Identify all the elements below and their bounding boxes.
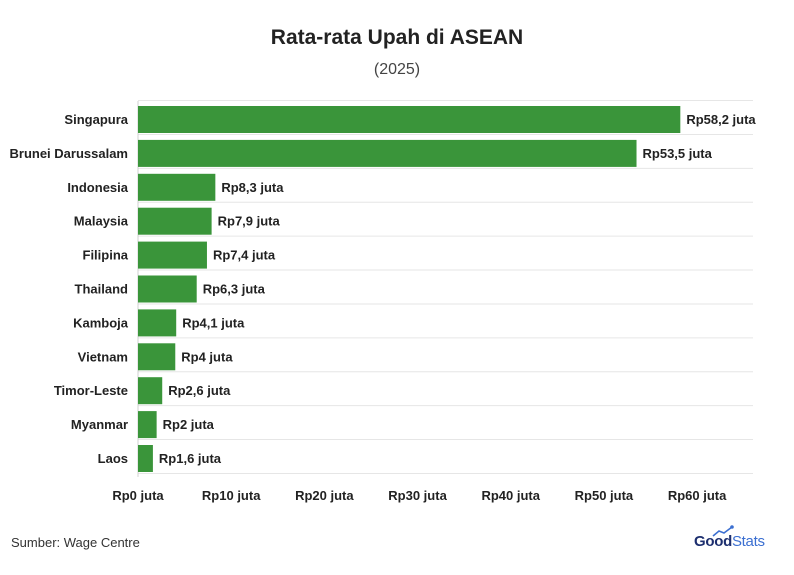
data-label: Rp2,6 juta bbox=[168, 383, 231, 398]
y-tick-label: Myanmar bbox=[71, 417, 128, 432]
data-label: Rp2 juta bbox=[163, 417, 215, 432]
bar-myanmar bbox=[138, 411, 157, 439]
y-tick-label: Thailand bbox=[75, 282, 129, 297]
data-label: Rp4 juta bbox=[181, 349, 233, 364]
bar-laos bbox=[138, 445, 153, 472]
y-tick-label: Singapura bbox=[64, 112, 128, 127]
y-tick-label: Brunei Darussalam bbox=[10, 146, 129, 161]
bar-chart: Singapura Rp58,2 juta Brunei Darussalam Rp5… bbox=[10, 100, 756, 503]
bar-brunei-darussalam bbox=[138, 139, 637, 167]
x-tick-label: Rp10 juta bbox=[202, 488, 261, 503]
x-tick-label: Rp60 juta bbox=[668, 488, 727, 503]
y-tick-label: Filipina bbox=[83, 248, 129, 263]
x-tick-label: Rp40 juta bbox=[481, 488, 540, 503]
bar-vietnam bbox=[138, 343, 176, 371]
logo-text-stats: Stats bbox=[731, 533, 765, 550]
bar-timor-leste bbox=[138, 377, 163, 405]
y-tick-label: Laos bbox=[98, 451, 128, 466]
data-label: Rp7,4 juta bbox=[213, 248, 276, 263]
goodstats-logo-icon bbox=[712, 525, 734, 537]
bar-malaysia bbox=[138, 207, 212, 235]
y-tick-label: Vietnam bbox=[78, 349, 128, 364]
x-tick-label: Rp50 juta bbox=[575, 488, 634, 503]
bar-thailand bbox=[138, 275, 197, 303]
chart-title: Rata-rata Upah di ASEAN bbox=[270, 26, 524, 49]
bar-singapura bbox=[138, 106, 681, 133]
data-label: Rp1,6 juta bbox=[159, 451, 222, 466]
data-label: Rp4,1 juta bbox=[182, 315, 245, 330]
x-tick-label: Rp30 juta bbox=[388, 488, 447, 503]
data-label: Rp7,9 juta bbox=[218, 214, 281, 229]
y-tick-label: Kamboja bbox=[73, 315, 129, 330]
bar-kamboja bbox=[138, 309, 177, 337]
data-label: Rp6,3 juta bbox=[203, 282, 266, 297]
bar-filipina bbox=[138, 241, 207, 269]
x-tick-label: Rp0 juta bbox=[112, 488, 164, 503]
bar-indonesia bbox=[138, 173, 216, 201]
logo-text-good: Good bbox=[694, 533, 732, 550]
y-tick-label: Malaysia bbox=[74, 214, 129, 229]
data-label: Rp58,2 juta bbox=[686, 112, 756, 127]
data-label: Rp53,5 juta bbox=[643, 146, 713, 161]
goodstats-logo: GoodStats bbox=[694, 533, 765, 550]
y-tick-label: Indonesia bbox=[67, 180, 128, 195]
x-tick-label: Rp20 juta bbox=[295, 488, 354, 503]
y-tick-label: Timor-Leste bbox=[54, 383, 128, 398]
source-note: Sumber: Wage Centre bbox=[11, 535, 140, 550]
data-label: Rp8,3 juta bbox=[221, 180, 284, 195]
chart-subtitle: (2025) bbox=[373, 61, 421, 78]
